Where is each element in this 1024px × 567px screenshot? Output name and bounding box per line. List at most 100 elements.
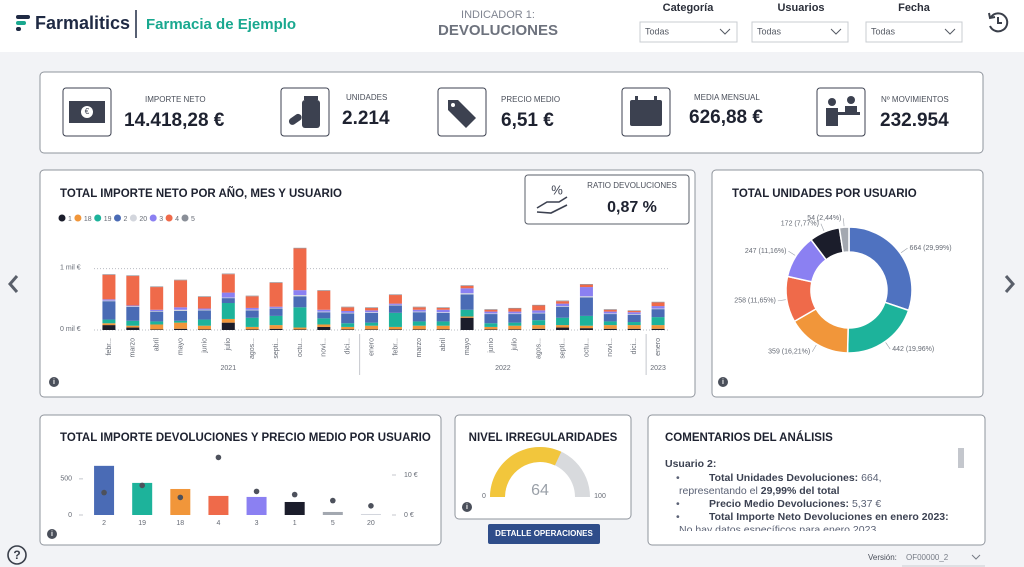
bar-segment: [317, 311, 331, 313]
bar-segment: [365, 310, 379, 313]
y-tick-label: 1 mil €: [60, 265, 81, 272]
bullet: •: [676, 498, 680, 510]
bar-segment: [174, 320, 188, 323]
bar-segment: [484, 329, 498, 330]
legend-label: 1: [68, 216, 72, 223]
bar-segment: [341, 323, 355, 327]
bar-segment: [341, 312, 355, 314]
bar-segment: [460, 288, 474, 294]
x-tick-label: julio: [512, 338, 519, 352]
bar: [170, 488, 191, 515]
bar-segment: [460, 285, 474, 289]
comments-title: COMENTARIOS DEL ANÁLISIS: [665, 431, 833, 444]
bar-segment: [150, 321, 164, 325]
bar-segment: [412, 329, 426, 330]
info-icon[interactable]: i: [47, 529, 57, 539]
bar-segment: [412, 306, 426, 308]
svg-text:€: €: [85, 107, 90, 116]
bar-segment: [102, 274, 116, 300]
legend-label: 4: [175, 216, 179, 223]
legend-label: 3: [159, 216, 163, 223]
filter-label: Usuarios: [777, 2, 824, 14]
bar-segment: [627, 314, 641, 323]
chart-panel: [39, 169, 696, 398]
bar-segment: [102, 274, 116, 275]
filter-dropdown[interactable]: Todas: [751, 21, 849, 43]
bar-segment: [269, 325, 283, 329]
bar-segment: [317, 312, 331, 319]
indicator-name: DEVOLUCIONES: [438, 22, 558, 39]
bar-segment: [293, 327, 307, 330]
bar-segment: [436, 307, 450, 308]
bar-segment: [508, 325, 522, 330]
bar-segment: [532, 320, 546, 326]
bar-segment: [388, 326, 402, 330]
bar: [246, 496, 267, 515]
x-tick-label: 18: [176, 520, 184, 527]
bar-segment: [436, 309, 450, 313]
bar-segment: [412, 309, 426, 312]
comment-label: Total Importe Neto Devoluciones en enero…: [709, 511, 949, 523]
reset-button[interactable]: [988, 12, 1009, 33]
bar-segment: [221, 292, 235, 298]
bar-segment: [460, 317, 474, 330]
bar-segment: [293, 295, 307, 297]
detail-button[interactable]: DETALLE OPERACIONES: [488, 524, 600, 544]
bar-segment: [245, 326, 259, 330]
bar-segment: [484, 314, 498, 324]
bar-segment: [460, 309, 474, 317]
bar-segment: [126, 320, 140, 326]
bar-segment: [365, 307, 379, 311]
gauge-min: 0: [482, 493, 486, 500]
bar-segment: [532, 313, 546, 321]
info-icon[interactable]: i: [49, 377, 59, 387]
filter-value: Todas: [645, 26, 670, 36]
x-tick-label: octu...: [297, 338, 304, 357]
data-label: 172 (7,77%): [781, 221, 819, 228]
filter-dropdown[interactable]: Todas: [865, 21, 963, 43]
bar-segment: [651, 306, 665, 309]
bar-segment: [508, 322, 522, 326]
bar-segment: [627, 314, 641, 315]
comments-body: Usuario 2: • Total Unidades Devoluciones…: [665, 458, 949, 531]
info-icon[interactable]: i: [462, 502, 472, 512]
scrollbar[interactable]: [958, 448, 964, 468]
legend-label: 5: [191, 216, 195, 223]
bar-segment: [126, 275, 140, 277]
bar-segment: [603, 321, 617, 326]
bar-segment: [412, 325, 426, 330]
legend-marker: [74, 214, 82, 222]
help-button[interactable]: ?: [7, 545, 27, 565]
x-tick-label: dici...: [631, 338, 638, 354]
kpi-label: Nº MOVIMIENTOS: [881, 95, 949, 104]
info-icon[interactable]: i: [718, 377, 728, 387]
bar-segment: [341, 310, 355, 313]
bar-segment: [197, 325, 211, 330]
version-dropdown[interactable]: OF00000_2: [902, 553, 985, 567]
bar-segment: [174, 307, 188, 310]
leader-line: [843, 218, 845, 227]
nav-next[interactable]: [1004, 275, 1015, 293]
bar: [322, 511, 343, 515]
kpi-value: 6,51 €: [501, 110, 554, 131]
legend-marker: [129, 214, 137, 222]
bar-segment: [651, 309, 665, 318]
dot: [291, 491, 298, 498]
bar-segment: [341, 306, 355, 308]
kpi-value: 14.418,28 €: [124, 110, 225, 131]
nav-prev[interactable]: [8, 275, 19, 293]
bar-segment: [460, 294, 474, 310]
bar-segment: [460, 293, 474, 295]
comment-line: representando el 29,99% del total: [679, 485, 840, 497]
data-label: 258 (11,65%): [734, 298, 776, 305]
bar-segment: [388, 303, 402, 305]
bar-segment: [508, 307, 522, 309]
x-tick-label: 1: [293, 520, 297, 527]
comment-label: Precio Medio Devoluciones:: [709, 498, 849, 510]
filter-dropdown[interactable]: Todas: [639, 21, 738, 43]
bar-segment: [317, 309, 331, 312]
data-label: 54 (2,44%): [807, 215, 841, 222]
x-tick-label: 3: [255, 520, 259, 527]
x-tick-label: novi...: [607, 338, 614, 357]
header-bar: [0, 0, 1024, 52]
